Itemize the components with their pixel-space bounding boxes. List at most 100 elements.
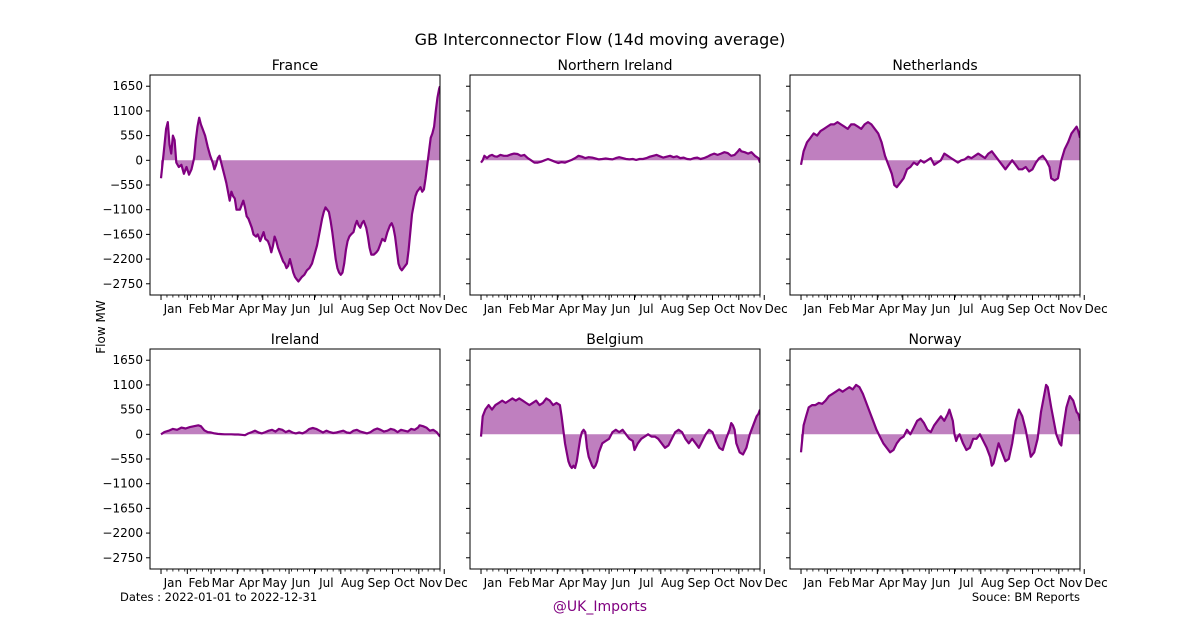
y-tick-label: −2200	[102, 526, 143, 540]
x-tick-label: Nov	[1059, 302, 1082, 316]
y-tick-label: −1650	[102, 227, 143, 241]
area-belgium	[481, 398, 760, 468]
series-line-belgium	[479, 397, 760, 470]
axes-frame	[149, 348, 441, 570]
x-tick-label: Aug	[341, 302, 364, 316]
panel-ireland: Ireland 1650 1100 550 0 −550 −1100 −1650 −2200 −2…	[102, 332, 467, 590]
x-tick-label: Sep	[368, 302, 391, 316]
y-tick-label: 550	[120, 403, 143, 417]
x-tick-label: Jul	[958, 576, 973, 590]
x-tick-label: Sep	[1008, 576, 1031, 590]
x-tick-label: Apr	[879, 576, 900, 590]
footer-brand[interactable]: @UK_Imports	[553, 599, 647, 615]
x-tick-label: Apr	[559, 302, 580, 316]
x-tick-label: Aug	[661, 576, 684, 590]
x-tick-label: Dec	[444, 576, 467, 590]
panel-title: Norway	[908, 332, 961, 348]
x-tick-label: Jun	[931, 576, 951, 590]
y-tick-label: 1100	[112, 104, 143, 118]
x-tick-label: Jul	[318, 576, 333, 590]
x-tick-label: Feb	[829, 576, 850, 590]
x-tick-label: May	[902, 576, 927, 590]
x-tick-label: Sep	[368, 576, 391, 590]
x-tick-label: Jan	[163, 576, 183, 590]
y-tick-label: −2200	[102, 252, 143, 266]
panel-belgium: Belgium Jan Feb Mar Apr May Jun Jul Aug Sep Oct Nov…	[466, 332, 788, 590]
series-line-netherlands	[799, 121, 1080, 189]
x-tick-label: Aug	[981, 576, 1004, 590]
x-tick-label: Sep	[688, 302, 711, 316]
chart-title: GB Interconnector Flow (14d moving avera…	[415, 30, 786, 49]
x-tick-label: May	[262, 576, 287, 590]
panel-title: Netherlands	[892, 58, 977, 74]
x-tick-label: May	[582, 302, 607, 316]
y-tick-label: −1650	[102, 501, 143, 515]
x-tick-label: Feb	[189, 576, 210, 590]
x-tick-label: Jun	[931, 302, 951, 316]
x-tick-label: Jan	[803, 302, 823, 316]
x-tick-label: Mar	[852, 576, 875, 590]
panels: France 1650 1100 550 0 −550 −1100 −1650 −2200 −27…	[102, 58, 1107, 590]
x-tick-label: Dec	[1084, 302, 1107, 316]
x-tick-label: Oct	[1034, 302, 1055, 316]
x-tick-label: Apr	[879, 302, 900, 316]
x-tick-label: Apr	[239, 302, 260, 316]
x-tick-label: Nov	[739, 576, 762, 590]
x-tick-label: Feb	[509, 576, 530, 590]
x-tick-label: Jan	[803, 576, 823, 590]
panel-title: Belgium	[586, 332, 643, 348]
x-tick-label: Sep	[688, 576, 711, 590]
x-tick-label: Jan	[163, 302, 183, 316]
x-tick-label: Aug	[341, 576, 364, 590]
x-tick-label: Jul	[638, 576, 653, 590]
x-tick-label: May	[262, 302, 287, 316]
y-tick-label: −2750	[102, 551, 143, 565]
footer-dates: Dates : 2022-01-01 to 2022-12-31	[120, 590, 317, 604]
panel-france: France 1650 1100 550 0 −550 −1100 −1650 −2200 −27…	[102, 58, 467, 316]
series-line-norway	[799, 383, 1080, 467]
x-tick-label: Nov	[739, 302, 762, 316]
x-tick-label: Feb	[829, 302, 850, 316]
x-tick-label: Nov	[419, 302, 442, 316]
x-tick-label: Jan	[483, 302, 503, 316]
x-tick-label: May	[902, 302, 927, 316]
x-tick-label: Apr	[239, 576, 260, 590]
y-tick-label: 1100	[112, 378, 143, 392]
area-ireland	[161, 425, 440, 437]
y-tick-label: −1100	[102, 477, 143, 491]
axes-frame	[469, 348, 761, 570]
panel-netherlands: Netherlands Jan Feb Mar Apr May Jun Jul Aug Sep Oc…	[786, 58, 1108, 316]
x-tick-label: Mar	[212, 302, 235, 316]
x-tick-label: Oct	[714, 302, 735, 316]
x-tick-label: Dec	[764, 576, 787, 590]
panel-title: France	[272, 58, 319, 74]
x-tick-label: Dec	[764, 302, 787, 316]
x-tick-label: Sep	[1008, 302, 1031, 316]
x-tick-label: Apr	[559, 576, 580, 590]
x-tick-label: Jul	[318, 302, 333, 316]
area-france	[161, 86, 440, 282]
y-tick-label: 550	[120, 129, 143, 143]
series-line-france	[159, 85, 440, 283]
area-netherlands	[801, 122, 1080, 188]
x-tick-label: Oct	[394, 302, 415, 316]
x-tick-label: Nov	[419, 576, 442, 590]
x-tick-label: Mar	[852, 302, 875, 316]
x-tick-label: Jan	[483, 576, 503, 590]
x-tick-label: Aug	[661, 302, 684, 316]
y-tick-label: −2750	[102, 277, 143, 291]
panel-northern-ireland: Northern Ireland Jan Feb Mar Apr May Jun Jul Aug…	[466, 58, 788, 316]
y-tick-label: 0	[135, 153, 143, 167]
footer-source: Souce: BM Reports	[972, 590, 1080, 604]
x-tick-label: Jul	[958, 302, 973, 316]
x-tick-label: Mar	[532, 576, 555, 590]
x-tick-label: Jun	[291, 302, 311, 316]
y-tick-label: 0	[135, 427, 143, 441]
panel-norway: Norway Jan Feb Mar Apr May Jun Jul Aug Sep Oct Nov D…	[786, 332, 1108, 590]
y-tick-label: −550	[110, 452, 143, 466]
y-tick-label: −550	[110, 178, 143, 192]
x-tick-label: Oct	[394, 576, 415, 590]
panel-title: Northern Ireland	[557, 58, 672, 74]
y-tick-label: 1650	[112, 79, 143, 93]
